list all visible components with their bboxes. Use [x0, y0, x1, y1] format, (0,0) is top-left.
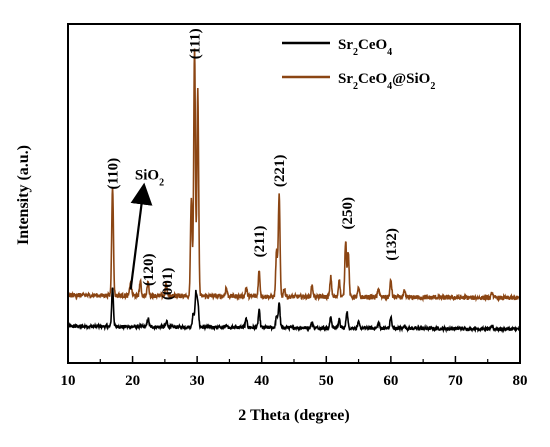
x-axis-ticks: 10 20 30 40 50 60 70 80 — [61, 356, 528, 389]
legend: Sr2CeO4 Sr2CeO4@SiO2 — [282, 37, 435, 92]
annotation-layer: (110) (120) (001) (111) (211) (221) (250) (132)… — [106, 28, 400, 300]
sio2-arrow — [129, 182, 153, 290]
peak-label-250: (250) — [340, 197, 356, 230]
series-line-sr2ceo4 — [67, 287, 521, 334]
sio2-label: SiO2 — [135, 168, 164, 189]
peak-label-001: (001) — [160, 268, 176, 301]
x-tick-label: 40 — [254, 373, 269, 389]
x-tick-label: 50 — [319, 373, 334, 389]
peak-label-110: (110) — [106, 158, 122, 190]
x-axis-label: 2 Theta (degree) — [238, 407, 349, 424]
x-tick-label: 20 — [125, 373, 140, 389]
peak-label-211: (211) — [252, 226, 268, 258]
y-axis-label: Intensity (a.u.) — [15, 145, 32, 245]
peak-label-221: (221) — [272, 155, 288, 188]
x-tick-label: 10 — [61, 373, 76, 389]
series-line-sr2ceo4-sio2 — [67, 48, 521, 303]
x-tick-label: 70 — [448, 373, 463, 389]
legend-label-sr2ceo4: Sr2CeO4 — [338, 37, 392, 58]
x-tick-label: 80 — [513, 373, 528, 389]
peak-label-111: (111) — [188, 28, 204, 59]
series-layer — [67, 48, 521, 334]
x-tick-label: 60 — [383, 373, 398, 389]
legend-label-sr2ceo4-sio2: Sr2CeO4@SiO2 — [338, 71, 435, 92]
peak-label-132: (132) — [384, 228, 400, 261]
plot-frame — [67, 23, 521, 364]
peak-label-120: (120) — [141, 254, 157, 287]
x-tick-label: 30 — [190, 373, 205, 389]
